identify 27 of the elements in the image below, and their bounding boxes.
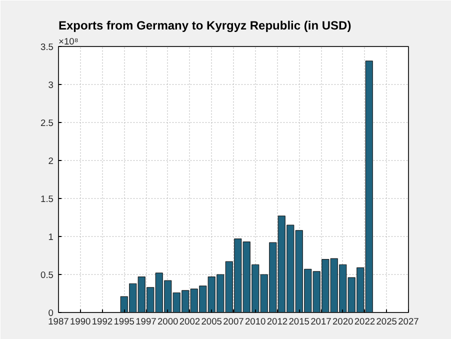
x-tick-label: 2000	[158, 316, 178, 326]
x-tick-label: 2007	[223, 316, 244, 326]
annotation: ×10⁸	[58, 36, 78, 46]
chart-title: Exports from Germany to Kyrgyz Republic (in USD)	[58, 18, 352, 32]
y-tick-label: 1	[48, 232, 54, 242]
y-tick-label: 0	[48, 308, 54, 318]
x-tick-label: 2012	[266, 316, 288, 326]
x-tick-label: 1997	[136, 316, 156, 326]
x-tick-label: 2025	[376, 316, 398, 326]
y-tick-label: 1.5	[40, 194, 54, 204]
x-tick-label: 2005	[201, 316, 222, 326]
y-tick-label: 3.5	[40, 42, 54, 52]
x-tick-label: 2022	[354, 316, 376, 326]
x-tick-label: 1987	[48, 316, 69, 326]
y-tick-label: 0.5	[40, 270, 54, 280]
x-tick-label: 2020	[332, 316, 354, 326]
y-tick-label: 2.5	[40, 118, 54, 128]
x-tick-label: 1990	[70, 316, 91, 326]
x-tick-label: 2002	[179, 316, 200, 326]
x-tick-label: 2017	[310, 316, 332, 326]
x-tick-label: 1995	[114, 316, 135, 326]
x-tick-label: 2015	[288, 316, 310, 326]
y-tick-label: 3	[48, 80, 54, 90]
y-tick-label: 2	[48, 156, 54, 166]
x-tick-label: 2010	[245, 316, 266, 326]
x-tick-label: 1992	[92, 316, 113, 326]
x-tick-label: 2027	[398, 316, 419, 326]
